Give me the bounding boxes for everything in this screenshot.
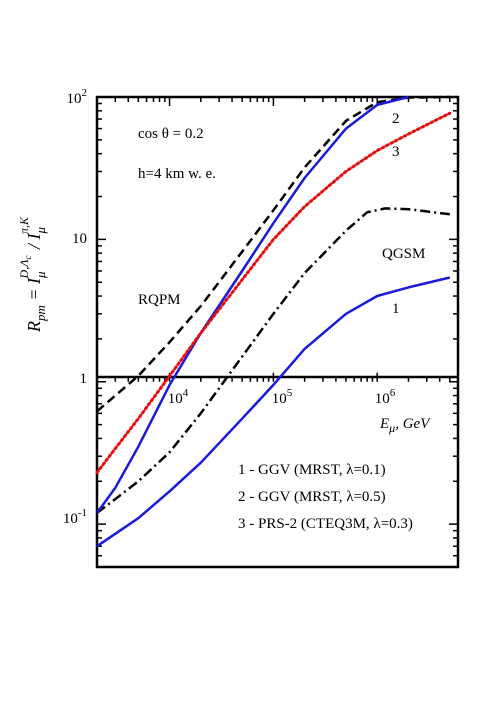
legend-item-1: 1 - GGV (MRST, λ=0.1) bbox=[238, 462, 386, 478]
x-tick-label-1e5: 105 bbox=[272, 387, 293, 407]
rqpm-label: RQPM bbox=[138, 292, 181, 308]
y-tick-label-1: 1 bbox=[80, 371, 88, 387]
y-tick-label-0.1: 10-1 bbox=[63, 507, 87, 527]
curve-1-number: 1 bbox=[392, 301, 400, 317]
y-tick-label-10: 10 bbox=[72, 231, 87, 247]
plot-frame bbox=[95, 95, 460, 569]
series-line-curve1 bbox=[96, 276, 451, 548]
x-axis-label: Eμ, GeV bbox=[379, 416, 431, 435]
series-line-curve3 bbox=[95, 111, 452, 475]
qgsm-label: QGSM bbox=[382, 246, 425, 262]
legend-item-3: 3 - PRS-2 (CTEQ3M, λ=0.3) bbox=[238, 516, 413, 532]
x-tick-label-1e4: 104 bbox=[168, 387, 189, 407]
curve-3-number: 3 bbox=[392, 144, 400, 160]
curve-2-number: 2 bbox=[392, 111, 400, 127]
cos-theta-label: cos θ = 0.2 bbox=[138, 126, 204, 142]
x-tick-label-1e6: 106 bbox=[375, 387, 396, 407]
series-line-rqpm bbox=[96, 95, 450, 413]
series-line-curve2 bbox=[95, 95, 409, 514]
series-line-qgsm bbox=[96, 207, 450, 514]
legend-item-2: 2 - GGV (MRST, λ=0.5) bbox=[238, 489, 386, 505]
depth-label: h=4 km w. e. bbox=[138, 166, 216, 182]
y-tick-label-100: 102 bbox=[67, 87, 88, 107]
y-axis-label: Rpm = IμD,Λc / Iμπ,K bbox=[17, 216, 48, 333]
